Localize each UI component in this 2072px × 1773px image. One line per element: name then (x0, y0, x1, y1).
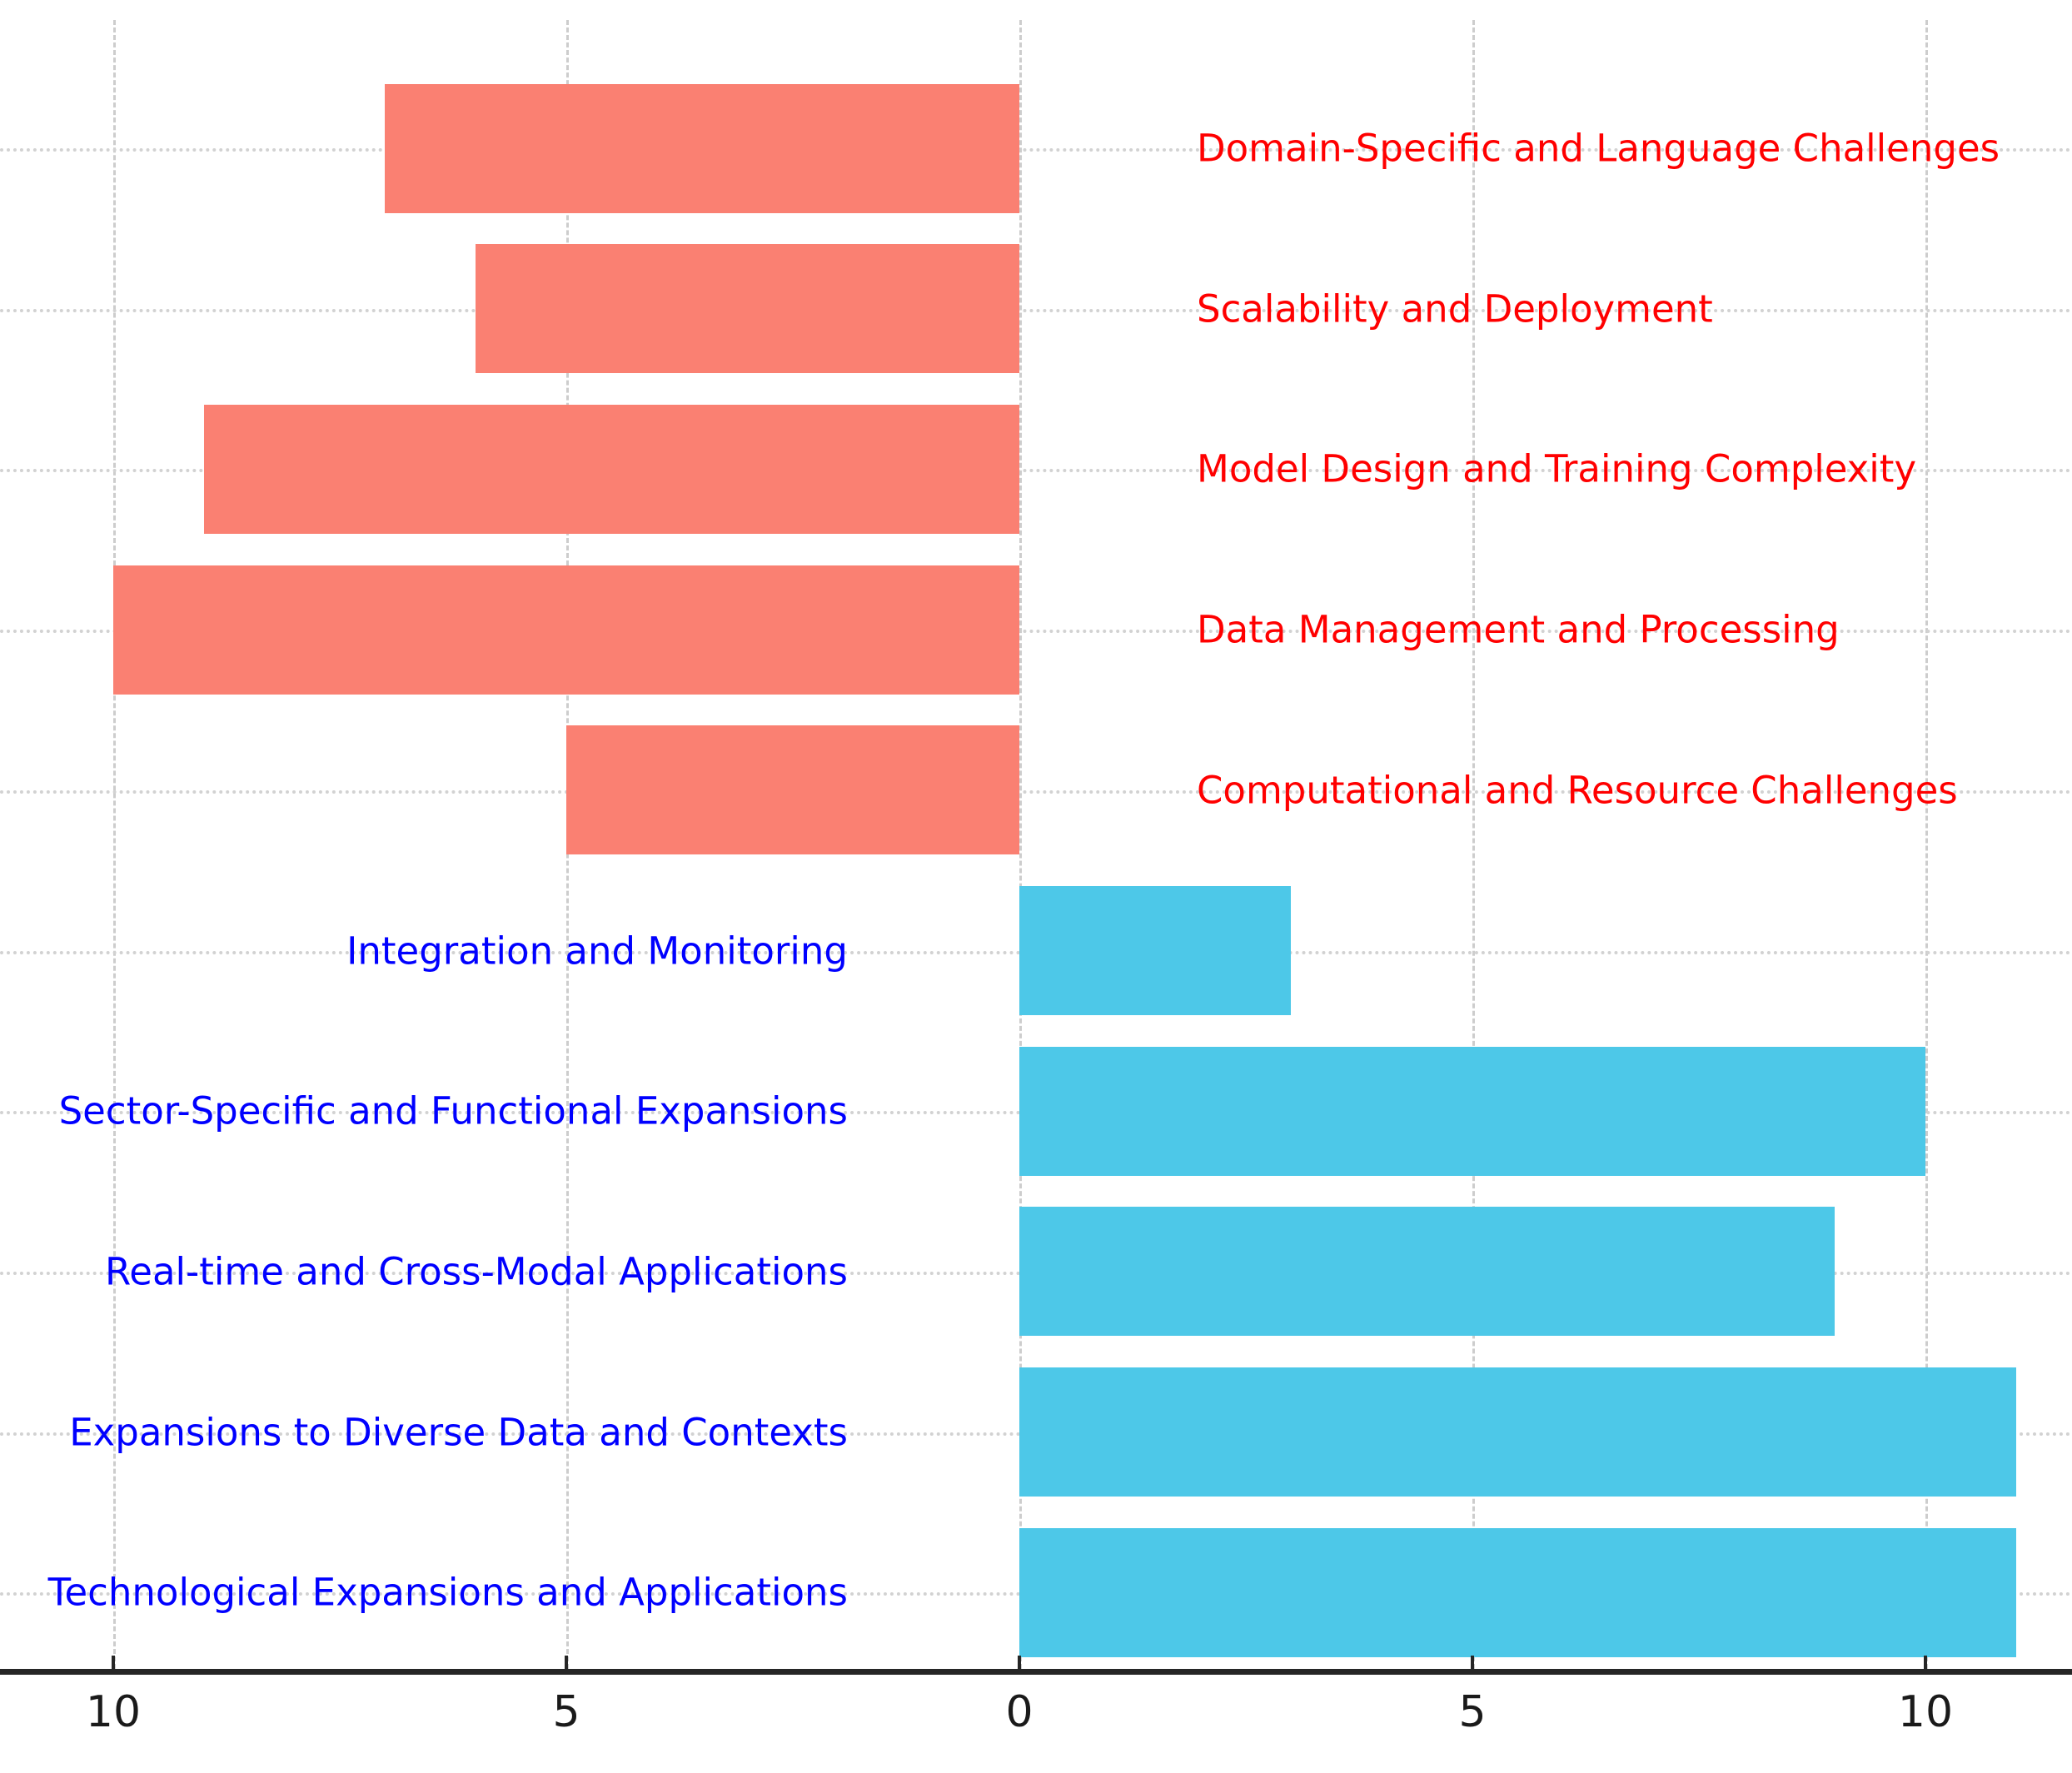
vertical-gridline-10-4 (1925, 20, 1928, 1669)
x-tick-label-0: 10 (85, 1687, 142, 1737)
x-tick-mark-2 (1018, 1656, 1021, 1669)
bar-scalability-and-deployment (476, 244, 1019, 374)
bar-computational-and-resource-challenges (566, 725, 1019, 855)
bar-technological-expansions-and-applications (1019, 1527, 2016, 1657)
bar-integration-and-monitoring (1019, 886, 1292, 1015)
x-tick-label-4: 10 (1897, 1687, 1954, 1737)
bar-sector-specific-and-functional-expansions (1019, 1046, 1925, 1176)
x-tick-mark-3 (1471, 1656, 1474, 1669)
horizontal-gridline-0 (0, 148, 2072, 152)
category-label-domain-specific-and-language-challenges: Domain-Specific and Language Challenges (1197, 126, 2000, 171)
bar-data-management-and-processing (113, 565, 1019, 695)
category-label-sector-specific-and-functional-expansions: Sector-Specific and Functional Expansion… (58, 1088, 848, 1133)
category-label-scalability-and-deployment: Scalability and Deployment (1197, 286, 1713, 331)
bar-expansions-to-diverse-data-and-contexts (1019, 1367, 2016, 1497)
bar-real-time-and-cross-modal-applications (1019, 1207, 1835, 1337)
x-tick-mark-0 (112, 1656, 115, 1669)
vertical-gridline-10-0 (113, 20, 116, 1669)
x-axis-line (0, 1669, 2072, 1675)
vertical-gridline-0-2 (1019, 20, 1022, 1669)
horizontal-gridline-4 (0, 789, 2072, 794)
category-label-data-management-and-processing: Data Management and Processing (1197, 607, 1840, 652)
bar-domain-specific-and-language-challenges (385, 83, 1019, 213)
horizontal-gridline-1 (0, 308, 2072, 312)
x-tick-mark-1 (565, 1656, 568, 1669)
category-label-technological-expansions-and-applications: Technological Expansions and Application… (47, 1570, 848, 1615)
vertical-gridline-5-3 (1472, 20, 1475, 1669)
bar-model-design-and-training-complexity (203, 404, 1019, 534)
horizontal-gridline-2 (0, 469, 2072, 473)
x-tick-mark-4 (1924, 1656, 1927, 1669)
horizontal-gridline-3 (0, 630, 2072, 634)
category-label-model-design-and-training-complexity: Model Design and Training Complexity (1197, 446, 1917, 491)
category-label-real-time-and-cross-modal-applications: Real-time and Cross-Modal Applications (105, 1249, 848, 1294)
x-tick-label-1: 5 (552, 1687, 580, 1737)
category-label-integration-and-monitoring: Integration and Monitoring (346, 928, 848, 973)
category-label-expansions-to-diverse-data-and-contexts: Expansions to Diverse Data and Contexts (69, 1409, 848, 1454)
x-tick-label-2: 0 (1005, 1687, 1034, 1737)
x-tick-label-3: 5 (1458, 1687, 1487, 1737)
category-label-computational-and-resource-challenges: Computational and Resource Challenges (1197, 768, 1958, 813)
